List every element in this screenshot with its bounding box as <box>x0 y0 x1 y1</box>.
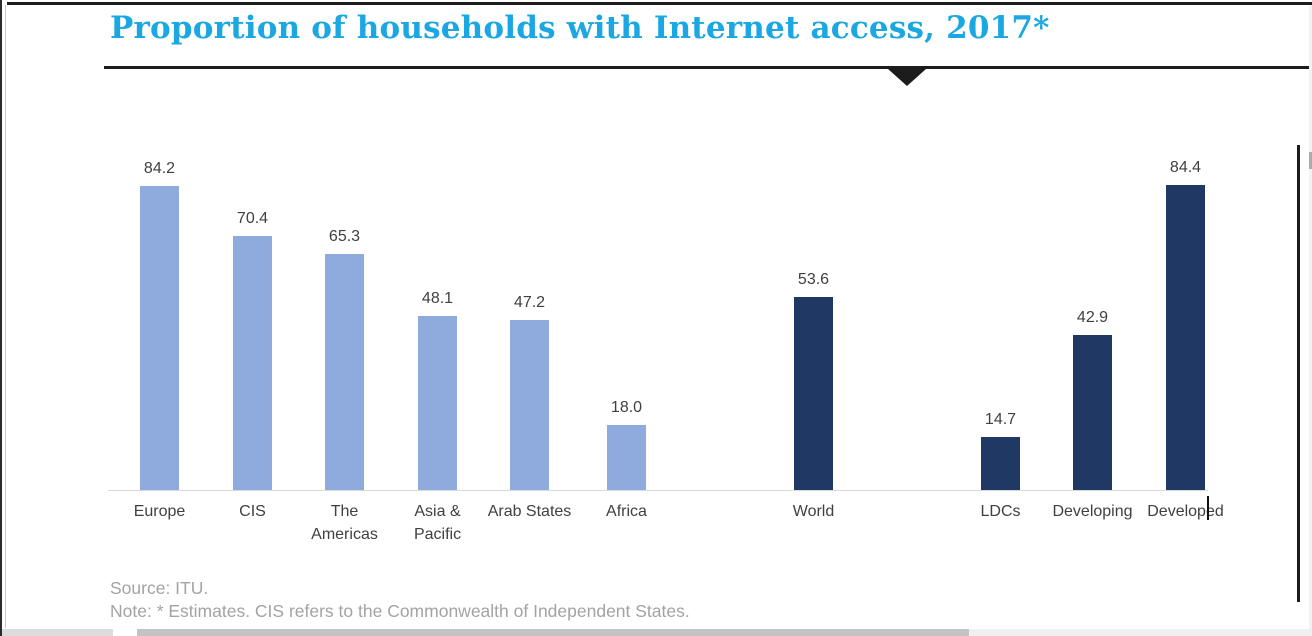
bar-ldcs <box>981 437 1020 490</box>
value-label-world: 53.6 <box>797 271 830 288</box>
category-label-developing: Developing <box>1052 503 1133 520</box>
down-triangle-icon <box>888 69 926 86</box>
text-cursor <box>1207 496 1209 520</box>
value-label-asia-pacific: 48.1 <box>421 290 454 307</box>
horizontal-scrollbar-thumb[interactable] <box>137 629 969 636</box>
value-label-ldcs: 14.7 <box>984 411 1017 428</box>
category-label-africa: Africa <box>606 503 647 520</box>
bar-the-americas <box>325 254 364 490</box>
vertical-scrollbar-track[interactable] <box>1309 5 1312 629</box>
horizontal-scrollbar-left-segment[interactable] <box>2 629 113 636</box>
value-label-developed: 84.4 <box>1169 159 1202 176</box>
page-edge-line <box>1297 145 1300 602</box>
bar-world <box>794 297 833 490</box>
bar-europe <box>140 186 179 490</box>
title-underline-rule <box>104 66 1312 69</box>
bar-cis <box>233 236 272 490</box>
value-label-arab-states: 47.2 <box>513 294 546 311</box>
x-axis-line <box>108 490 1208 491</box>
category-label-europe: Europe <box>133 503 186 520</box>
note-text: Note: * Estimates. CIS refers to the Com… <box>110 601 690 621</box>
window-border-left <box>0 0 2 636</box>
category-label-world: World <box>792 503 835 520</box>
value-label-developing: 42.9 <box>1076 309 1109 326</box>
source-text: Source: ITU. <box>110 578 209 598</box>
horizontal-scrollbar-track[interactable] <box>137 629 1312 636</box>
value-label-africa: 18.0 <box>610 399 643 416</box>
bar-developing <box>1073 335 1112 490</box>
window-border-left-inner <box>5 5 6 628</box>
bar-africa <box>607 425 646 490</box>
bar-asia-pacific <box>418 316 457 490</box>
value-label-the-americas: 65.3 <box>328 228 361 245</box>
category-label-developed: Developed <box>1147 503 1224 520</box>
bar-arab-states <box>510 320 549 490</box>
category-label-cis: CIS <box>239 503 266 520</box>
value-label-europe: 84.2 <box>143 160 176 177</box>
bar-developed <box>1166 185 1205 490</box>
chart-title: Proportion of households with Internet a… <box>110 10 1050 46</box>
window-border-top <box>7 2 1312 5</box>
vertical-scrollbar-thumb[interactable] <box>1309 152 1312 169</box>
category-label-asia-pacific: Asia & Pacific <box>413 503 462 543</box>
category-label-arab-states: Arab States <box>487 503 572 520</box>
category-label-ldcs: LDCs <box>980 503 1021 520</box>
category-label-the-americas: The Americas <box>311 503 378 543</box>
value-label-cis: 70.4 <box>236 210 269 227</box>
